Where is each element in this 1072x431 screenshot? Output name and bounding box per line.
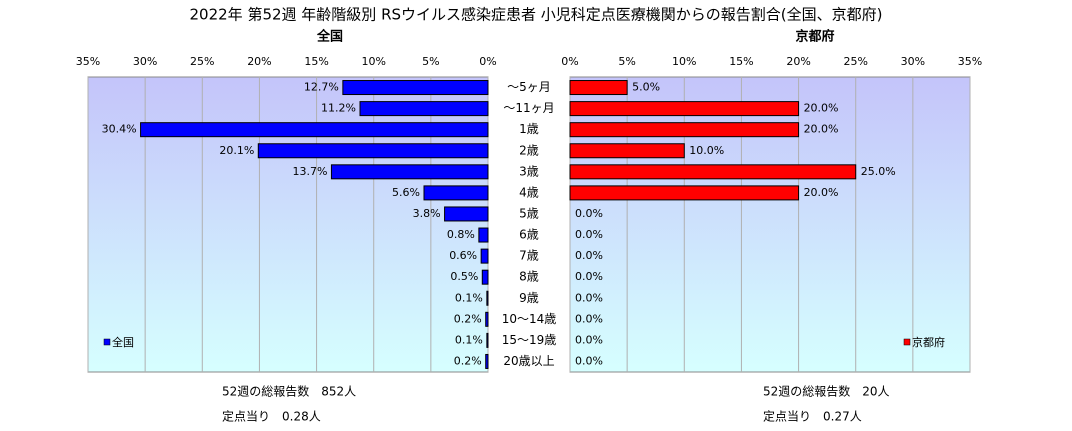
value-label: 0.5%: [450, 270, 478, 283]
value-label: 0.1%: [455, 291, 483, 304]
x-tick-label: 30%: [133, 55, 157, 68]
legend-swatch: [903, 338, 911, 346]
bar: [569, 122, 800, 138]
x-tick-label: 25%: [843, 55, 867, 68]
value-label: 0.6%: [449, 249, 477, 262]
note: 52週の総報告数 852人: [222, 384, 356, 399]
category-label: 5歳: [519, 206, 539, 220]
legend-label: 全国: [112, 335, 134, 349]
value-label: 11.2%: [321, 102, 356, 115]
value-label: 0.0%: [575, 312, 603, 325]
value-label: 0.2%: [454, 354, 482, 367]
value-label: 20.0%: [804, 186, 839, 199]
bar: [257, 143, 489, 159]
bar: [569, 101, 800, 117]
bar: [569, 185, 800, 201]
x-tick-label: 35%: [958, 55, 982, 68]
x-tick-label: 0%: [561, 55, 578, 68]
x-tick-label: 10%: [361, 55, 385, 68]
category-label: 6歳: [519, 228, 539, 242]
note: 定点当り 0.27人: [763, 409, 862, 424]
value-label: 0.0%: [575, 228, 603, 241]
note: 定点当り 0.28人: [222, 409, 321, 424]
value-label: 12.7%: [304, 81, 339, 94]
value-label: 30.4%: [102, 123, 137, 136]
bar: [485, 311, 489, 327]
value-label: 0.0%: [575, 249, 603, 262]
x-tick-label: 10%: [672, 55, 696, 68]
x-tick-label: 20%: [247, 55, 271, 68]
plot-area: [87, 76, 489, 373]
value-label: 20.0%: [804, 123, 839, 136]
x-tick-label: 5%: [422, 55, 439, 68]
value-label: 3.8%: [413, 207, 441, 220]
legend-swatch: [103, 338, 111, 346]
bar: [485, 353, 489, 369]
bar: [569, 143, 685, 159]
chart-title: 2022年 第52週 年齢階級別 RSウイルス感染症患者 小児科定点医療機関から…: [190, 6, 883, 24]
category-label: ～11ヶ月: [503, 101, 554, 115]
value-label: 0.0%: [575, 354, 603, 367]
category-label: 20歳以上: [503, 354, 554, 368]
bar: [569, 164, 857, 180]
value-label: 10.0%: [689, 144, 724, 157]
bar: [478, 227, 489, 243]
bar: [444, 206, 489, 222]
value-label: 0.0%: [575, 207, 603, 220]
value-label: 25.0%: [861, 165, 896, 178]
category-label: 7歳: [519, 249, 539, 263]
value-label: 0.0%: [575, 291, 603, 304]
value-label: 20.1%: [219, 144, 254, 157]
category-label: 8歳: [519, 270, 539, 284]
bar: [423, 185, 489, 201]
bar: [330, 164, 489, 180]
x-tick-label: 15%: [304, 55, 328, 68]
chart-subtitle: 京都府: [795, 29, 834, 45]
x-tick-label: 15%: [729, 55, 753, 68]
value-label: 20.0%: [804, 102, 839, 115]
category-label: 4歳: [519, 185, 539, 199]
category-label: 1歳: [519, 122, 539, 136]
bar: [342, 80, 489, 96]
note: 52週の総報告数 20人: [763, 384, 890, 399]
bar: [486, 332, 489, 348]
value-label: 5.6%: [392, 186, 420, 199]
x-tick-label: 0%: [479, 55, 496, 68]
category-label: 3歳: [519, 164, 539, 178]
legend-label: 京都府: [912, 335, 945, 349]
x-tick-label: 35%: [76, 55, 100, 68]
category-label: ～5ヶ月: [507, 80, 551, 94]
category-label: 10～14歳: [502, 312, 557, 326]
bar: [486, 290, 489, 306]
value-label: 0.0%: [575, 333, 603, 346]
plot-area: [569, 76, 971, 373]
value-label: 13.7%: [292, 165, 327, 178]
value-label: 0.8%: [447, 228, 475, 241]
bar: [140, 122, 489, 138]
chart-subtitle: 全国: [316, 29, 343, 45]
value-label: 0.0%: [575, 270, 603, 283]
x-tick-label: 25%: [190, 55, 214, 68]
x-tick-label: 5%: [618, 55, 635, 68]
bar: [569, 80, 628, 96]
bar: [359, 101, 489, 117]
x-tick-label: 20%: [786, 55, 810, 68]
x-tick-label: 30%: [901, 55, 925, 68]
category-label: 9歳: [519, 291, 539, 305]
value-label: 0.1%: [455, 333, 483, 346]
bar: [480, 248, 489, 264]
value-label: 5.0%: [632, 81, 660, 94]
bar: [481, 269, 489, 285]
category-label: 2歳: [519, 143, 539, 157]
category-label: 15～19歳: [502, 333, 557, 347]
value-label: 0.2%: [454, 312, 482, 325]
